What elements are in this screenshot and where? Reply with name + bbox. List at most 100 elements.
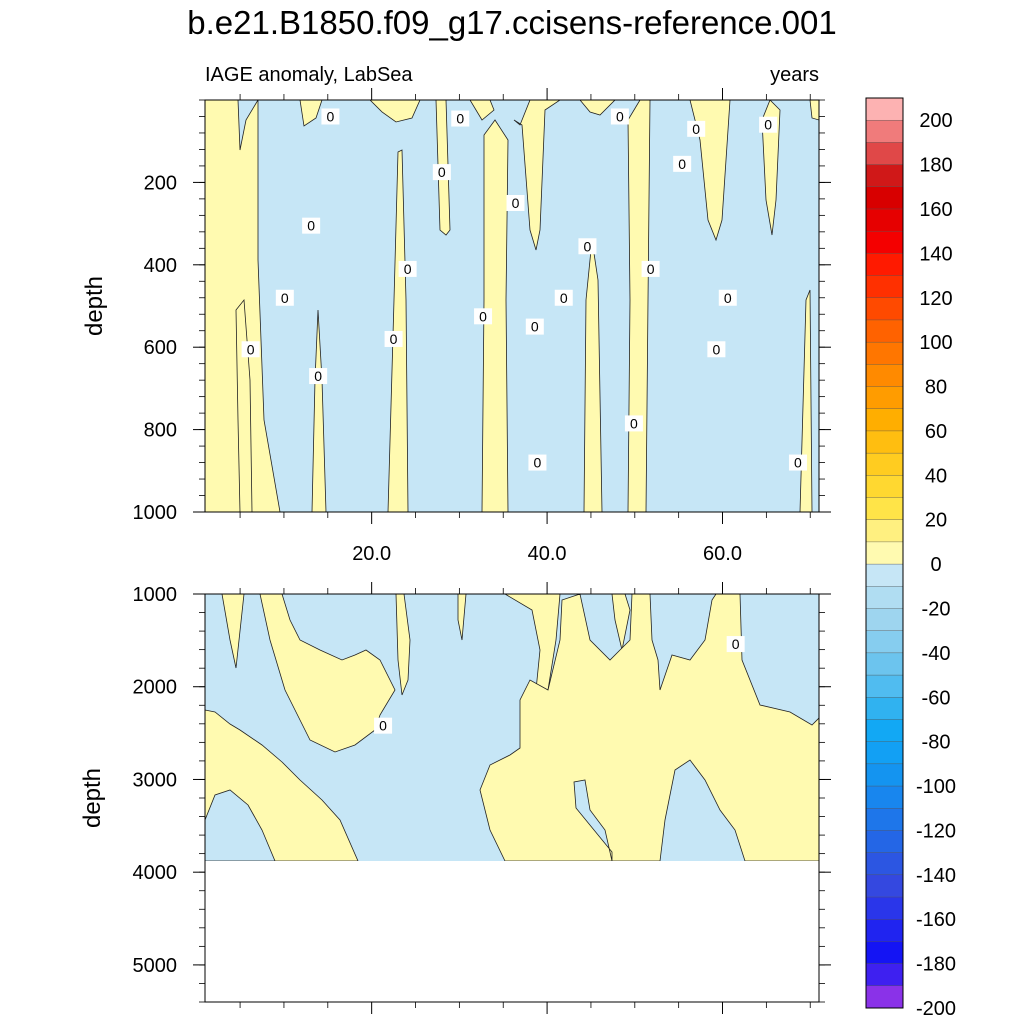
colorbar-box (865, 208, 904, 232)
colorbar-box (865, 963, 904, 987)
colorbar-label: 160 (919, 199, 952, 221)
contour-label-box (554, 289, 573, 306)
contour-label-box (506, 195, 525, 211)
contour-label: 0 (327, 108, 335, 124)
contour-label: 0 (764, 117, 772, 133)
contour-label-box (302, 217, 321, 234)
contour-label-box (578, 238, 597, 255)
colorbar-box (865, 541, 904, 565)
upper-positive-region (583, 239, 603, 512)
colorbar-box (865, 519, 904, 543)
upper-panel-frame (204, 99, 820, 513)
contour-label-box (374, 717, 393, 734)
contour-label: 0 (247, 341, 255, 357)
colorbar-box (865, 874, 904, 898)
subtitle-left: IAGE anomaly, LabSea (205, 64, 413, 86)
colorbar-box (865, 119, 904, 143)
contour-label: 0 (560, 290, 568, 306)
colorbar-box (865, 896, 904, 920)
contour-label: 0 (630, 415, 638, 431)
upper-positive-region (809, 100, 819, 121)
contour-label-box (528, 454, 547, 471)
colorbar-box (865, 475, 904, 499)
contour-label: 0 (307, 218, 315, 234)
contour-label: 0 (712, 341, 720, 357)
contour-label-box (525, 318, 544, 335)
colorbar-box (865, 563, 904, 587)
upper-positive-region (513, 100, 561, 251)
contour-label: 0 (456, 111, 464, 127)
colorbar-box (865, 719, 904, 743)
upper-positive-region (311, 309, 327, 512)
contour-label: 0 (314, 368, 322, 384)
contour-label-box (398, 260, 417, 277)
contour-label-box (451, 110, 470, 127)
contour-label-box (432, 164, 451, 181)
colorbar-box (865, 430, 904, 454)
colorbar-box (865, 97, 904, 121)
lower-negative-pocket (205, 789, 276, 861)
contour-label: 0 (390, 331, 398, 347)
contour-label: 0 (584, 238, 592, 254)
lower-y-axis-label: depth (79, 768, 106, 828)
colorbar-label: 20 (925, 510, 947, 532)
contour-label-box (687, 120, 706, 137)
contour-label: 0 (534, 455, 542, 471)
upper-panel-background (205, 100, 819, 512)
contour-label-box (726, 636, 745, 653)
colorbar-box (865, 164, 904, 188)
colorbar-box (865, 297, 904, 321)
colorbar-box (865, 408, 904, 432)
contour-label-box (275, 289, 294, 306)
colorbar-box (865, 985, 904, 1009)
contour-label: 0 (647, 261, 655, 277)
upper-positive-region (369, 100, 421, 123)
colorbar-label: 0 (930, 554, 941, 576)
colorbar-box (865, 763, 904, 787)
colorbar-box (865, 364, 904, 388)
contour-label-box (641, 260, 660, 277)
upper-y-tick-label: 1000 (133, 502, 178, 524)
contour-label: 0 (732, 636, 740, 652)
colorbar-box (865, 386, 904, 410)
colorbar-box (865, 319, 904, 343)
colorbar-box (865, 586, 904, 609)
contour-label-box (624, 415, 643, 432)
upper-positive-region (761, 100, 781, 236)
contour-label-box (384, 330, 403, 347)
x-tick-label: 40.0 (528, 543, 567, 565)
colorbar-box (865, 186, 904, 210)
colorbar-box (865, 275, 904, 299)
colorbar-box (865, 808, 904, 831)
contour-label-box (610, 108, 629, 125)
colorbar-frame (865, 97, 904, 1009)
contour-label: 0 (379, 718, 387, 734)
colorbar-box (865, 341, 904, 365)
lower-y-tick-label: 4000 (133, 862, 178, 884)
colorbar-box (865, 674, 904, 698)
colorbar-box (865, 852, 904, 876)
upper-y-tick-label: 600 (144, 337, 177, 359)
chart-title: b.e21.B1850.f09_g17.ccisens-reference.00… (187, 4, 837, 41)
contour-label-box (788, 454, 807, 471)
colorbar-label: -160 (916, 909, 956, 931)
contour-label: 0 (794, 455, 802, 471)
colorbar-label: -40 (922, 643, 951, 665)
lower-positive-region (479, 594, 819, 861)
colorbar-box (865, 142, 904, 166)
upper-y-tick-label: 400 (144, 255, 177, 277)
contour-label: 0 (512, 195, 520, 211)
lower-panel-field (205, 594, 819, 861)
colorbar-box (865, 452, 904, 476)
upper-y-tick-label: 200 (144, 172, 177, 194)
colorbar-label: -180 (916, 954, 956, 976)
colorbar-box (865, 697, 904, 720)
contour-label: 0 (438, 164, 446, 180)
upper-positive-region (235, 298, 253, 512)
upper-panel-field (205, 100, 819, 512)
colorbar-label: 120 (919, 288, 952, 310)
lower-positive-region (457, 594, 467, 641)
x-tick-label: 20.0 (352, 543, 391, 565)
lower-y-tick-label: 3000 (133, 769, 178, 791)
